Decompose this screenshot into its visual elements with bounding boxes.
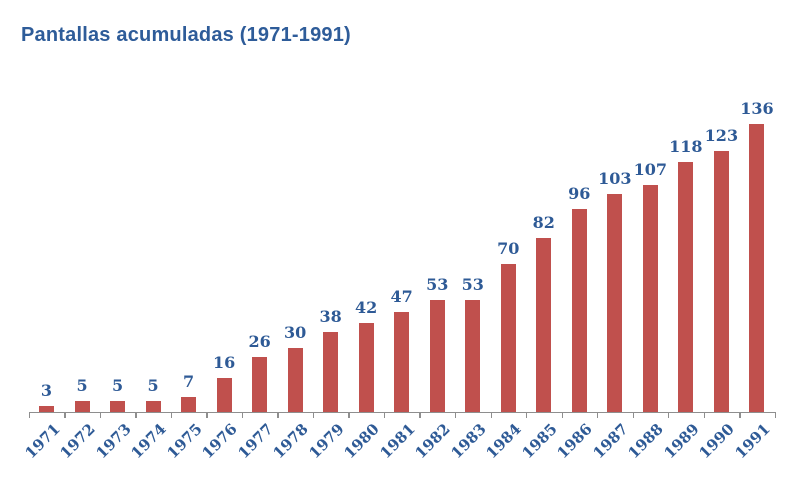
x-axis-tick: [774, 412, 777, 418]
bar-value-label: 53: [461, 274, 484, 294]
x-axis-tick: [277, 412, 279, 418]
bar: [571, 208, 587, 412]
bar-value-label: 118: [669, 137, 703, 157]
bar: [713, 151, 729, 412]
bar-value-label: 3: [40, 380, 53, 400]
bar-value-label: 30: [283, 323, 307, 343]
bar: [642, 185, 658, 412]
x-axis-tick: [561, 412, 563, 418]
bar-value-label: 16: [212, 353, 236, 373]
x-axis-tick: [703, 412, 705, 418]
bar: [39, 405, 54, 412]
bar: [74, 401, 90, 412]
bar-value-label: 103: [598, 168, 632, 188]
bar: [323, 331, 339, 412]
bar-value-label: 5: [147, 376, 159, 396]
bar-value-label: 5: [111, 376, 124, 396]
x-axis-line: [28, 412, 775, 414]
bar: [607, 193, 623, 412]
bar: [429, 299, 445, 412]
x-axis-tick: [632, 412, 634, 418]
bar-value-label: 7: [183, 372, 195, 392]
bar: [678, 162, 694, 412]
chart-title: Pantallas acumuladas (1971-1991): [21, 24, 351, 46]
bar: [287, 348, 303, 412]
bar: [394, 312, 410, 412]
x-axis-tick: [170, 412, 173, 418]
bar-value-label: 107: [633, 160, 668, 180]
bar-value-label: 70: [497, 238, 520, 258]
x-axis-tick: [64, 412, 66, 418]
x-axis-tick: [668, 412, 670, 418]
x-axis-tick: [597, 412, 599, 418]
x-axis-tick: [312, 412, 315, 418]
x-axis-tick: [739, 412, 741, 418]
x-axis-tick: [348, 412, 350, 418]
bar-value-label: 5: [76, 376, 88, 396]
bar-value-label: 38: [319, 306, 342, 326]
bar: [216, 378, 232, 412]
bar: [749, 123, 765, 412]
x-axis-tick: [383, 412, 386, 418]
bar: [110, 401, 126, 412]
x-axis-tick: [135, 412, 137, 418]
bar: [500, 263, 516, 412]
x-axis-tick: [241, 412, 244, 418]
bar: [181, 397, 197, 412]
bar-value-label: 136: [740, 98, 774, 118]
bar-value-label: 26: [248, 331, 271, 351]
bar: [358, 323, 374, 412]
bar-value-label: 53: [426, 274, 449, 294]
x-axis-tick: [206, 412, 208, 418]
x-axis-tick: [526, 412, 528, 418]
bar: [145, 401, 161, 412]
bar-value-label: 42: [355, 298, 378, 318]
bar-value-label: 82: [532, 213, 555, 233]
x-axis-tick: [99, 412, 102, 418]
bar: [252, 356, 268, 412]
x-axis-tick: [419, 412, 421, 418]
bar-value-label: 123: [704, 126, 739, 146]
bar-value-label: 47: [390, 287, 413, 307]
bar: [465, 299, 481, 412]
x-axis-tick: [490, 412, 492, 418]
bar-value-label: 96: [568, 183, 591, 203]
x-axis-tick: [28, 412, 31, 418]
bar: [536, 238, 552, 412]
x-axis-tick: [454, 412, 457, 418]
